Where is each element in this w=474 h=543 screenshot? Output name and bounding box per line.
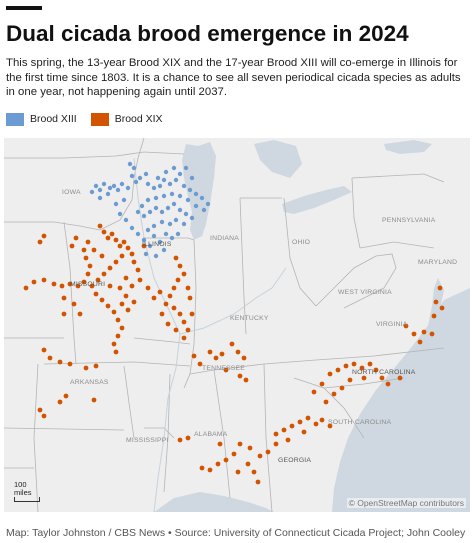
source-footer: Map: Taylor Johnston / CBS News • Source… [6, 527, 466, 539]
state-label-ohio: OHIO [292, 239, 310, 246]
state-label-georgia: GEORGIA [278, 457, 311, 464]
state-borders [4, 138, 445, 512]
brood-xix-points [23, 223, 445, 485]
lake-huron [254, 140, 302, 178]
legend-item-brood-xix: Brood XIX [90, 112, 163, 126]
state-label-illinois: ILLINOIS [142, 241, 172, 248]
state-label-maryland: MARYLAND [418, 259, 457, 266]
gulf-of-mexico [154, 492, 274, 512]
brood-xiii-swatch [6, 112, 24, 126]
legend: Brood XIII Brood XIX [6, 111, 177, 127]
lake-ontario [384, 140, 432, 154]
state-label-indiana: INDIANA [210, 235, 239, 242]
state-labels: IOWA ILLINOIS INDIANA OHIO PENNSYLVANIA … [62, 189, 457, 464]
state-label-kentucky: KENTUCKY [230, 315, 269, 322]
map-canvas: IOWA ILLINOIS INDIANA OHIO PENNSYLVANIA … [4, 138, 470, 512]
state-label-north-carolina: NORTH CAROLINA [352, 369, 416, 376]
lake-erie [282, 186, 352, 214]
state-label-arkansas: ARKANSAS [70, 379, 109, 386]
state-label-missouri: MISSOURI [70, 281, 105, 288]
legend-label-brood-xiii: Brood XIII [30, 113, 77, 125]
legend-item-brood-xiii: Brood XIII [6, 112, 77, 126]
state-label-tennessee: TENNESSEE [202, 365, 245, 372]
state-label-west-virginia: WEST VIRGINIA [338, 289, 392, 296]
rivers [133, 157, 287, 512]
cicada-map[interactable]: IOWA ILLINOIS INDIANA OHIO PENNSYLVANIA … [4, 138, 470, 512]
page-title: Dual cicada brood emergence in 2024 [6, 21, 409, 46]
legend-label-brood-xix: Brood XIX [114, 113, 163, 125]
lake-michigan [182, 142, 216, 240]
state-label-mississippi: MISSISSIPPI [126, 437, 169, 444]
brood-xix-swatch [90, 112, 109, 126]
brood-xiii-points [89, 161, 211, 259]
state-label-iowa: IOWA [62, 189, 81, 196]
subtitle: This spring, the 13-year Brood XIX and t… [6, 57, 461, 98]
map-credit[interactable]: © OpenStreetMap contributors [346, 498, 466, 508]
top-rule [6, 6, 42, 10]
scale-bar: 100 miles [14, 481, 40, 502]
state-label-virginia: VIRGINIA [376, 321, 408, 328]
state-label-south-carolina: SOUTH CAROLINA [328, 419, 391, 426]
state-label-pennsylvania: PENNSYLVANIA [382, 217, 436, 224]
state-label-alabama: ALABAMA [194, 431, 228, 438]
scale-label: 100 miles [14, 480, 32, 497]
atlantic-ocean [332, 288, 470, 512]
scale-line [14, 497, 40, 502]
